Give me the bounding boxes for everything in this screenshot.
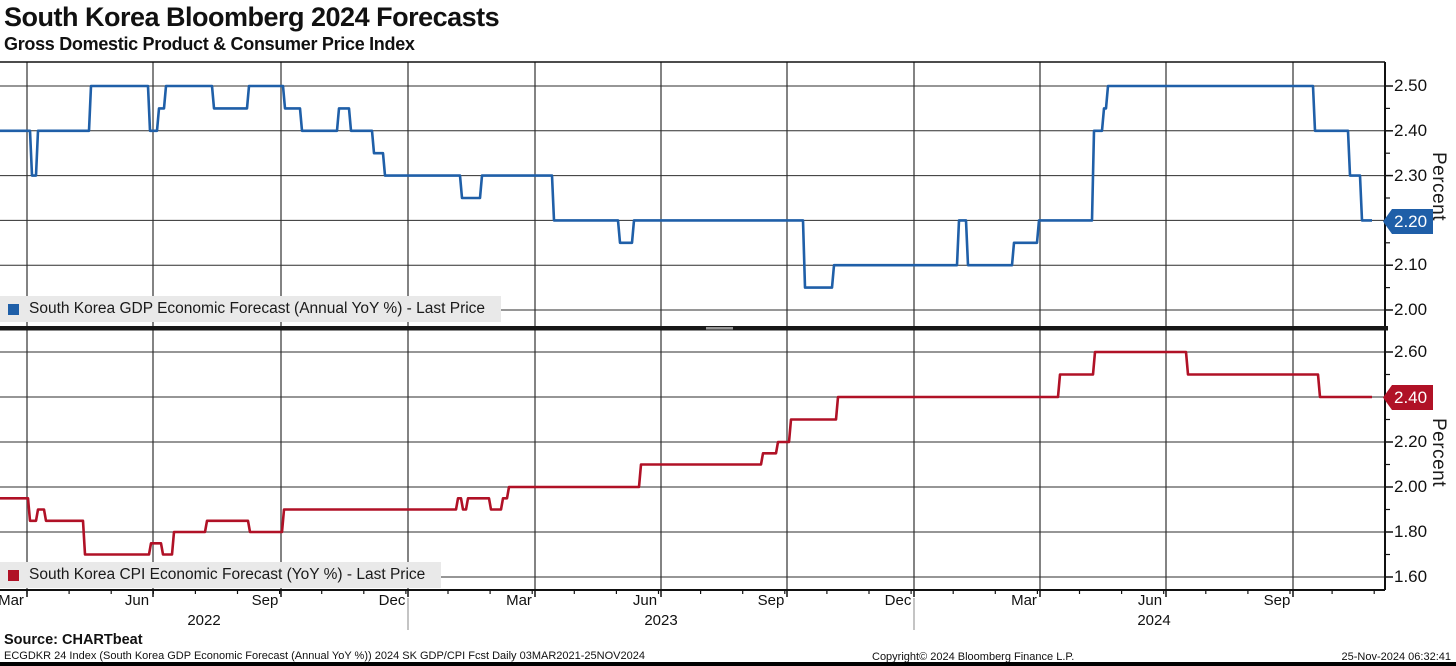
source-label: Source: CHARTbeat [4, 632, 143, 648]
gdp-last-price-badge[interactable]: 2.20 [1383, 209, 1433, 234]
gdp-legend-label: South Korea GDP Economic Forecast (Annua… [29, 300, 486, 317]
cpi-last-price-badge[interactable]: 2.40 [1383, 385, 1433, 410]
cpi-axis-title: Percent [1428, 418, 1449, 487]
panel-divider-handle[interactable] [706, 327, 733, 330]
page-title: South Korea Bloomberg 2024 Forecasts [4, 2, 500, 32]
index-description: ECGDKR 24 Index (South Korea GDP Economi… [4, 650, 645, 662]
timestamp: 25-Nov-2024 06:32:41 [1341, 651, 1451, 663]
bottom-bar [0, 662, 1456, 666]
cpi-legend-swatch-icon [8, 569, 19, 581]
cpi-legend-label: South Korea CPI Economic Forecast (YoY %… [29, 566, 426, 583]
copyright-text: Copyright© 2024 Bloomberg Finance L.P. [872, 651, 1075, 663]
gdp-axis-title: Percent [1428, 152, 1449, 221]
legend-cpi[interactable]: South Korea CPI Economic Forecast (YoY %… [0, 562, 442, 588]
gdp-legend-swatch-icon [8, 303, 19, 315]
page-subtitle: Gross Domestic Product & Consumer Price … [4, 34, 415, 54]
legend-gdp[interactable]: South Korea GDP Economic Forecast (Annua… [0, 296, 502, 322]
